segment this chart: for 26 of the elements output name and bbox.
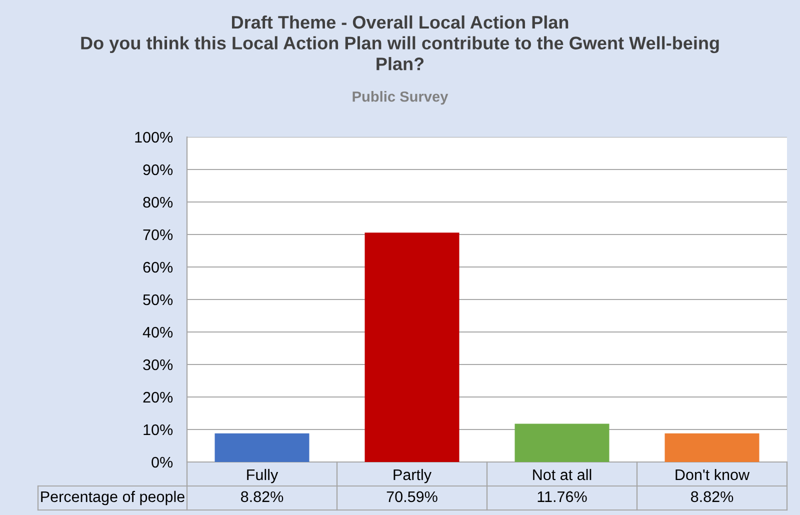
- chart-title: Draft Theme - Overall Local Action Plan Do you think this Local Action Plan will contribute to the Gwent Well-being Plan?: [81, 15, 719, 70]
- data-label: 8.82%: [691, 491, 734, 502]
- y-tick-label: 80%: [143, 196, 173, 208]
- y-tick-label: 70%: [143, 229, 173, 240]
- y-tick-label: 10%: [144, 424, 173, 436]
- y-tick-label: 90%: [143, 164, 173, 176]
- bar: [214, 433, 310, 462]
- y-tick-label: 20%: [143, 392, 173, 403]
- data-label: 11.76%: [538, 491, 587, 502]
- x-tick-label: Fully: [247, 468, 278, 484]
- x-tick-label: Not at all: [533, 468, 592, 480]
- bar: [664, 433, 760, 462]
- x-tick-label: Don't know: [676, 468, 750, 480]
- chart-subtitle: Public Survey: [352, 91, 448, 105]
- text: Percentage of people: [41, 490, 184, 506]
- y-tick-label: 0%: [152, 456, 173, 468]
- y-tick-label: 100%: [135, 132, 173, 143]
- y-tick-label: 60%: [143, 262, 173, 273]
- bar: [514, 424, 610, 462]
- y-tick-label: 30%: [143, 359, 173, 370]
- bar: [364, 232, 460, 462]
- y-tick-label: 40%: [142, 326, 173, 338]
- data-label: 8.82%: [241, 491, 284, 502]
- x-tick-label: Partly: [394, 468, 432, 484]
- y-tick-label: 50%: [143, 294, 173, 306]
- data-label: 70.59%: [386, 491, 438, 502]
